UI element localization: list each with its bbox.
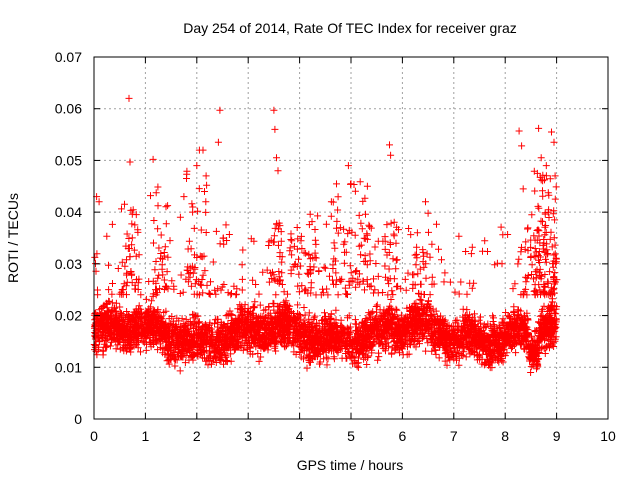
x-axis-label: GPS time / hours [297, 457, 404, 473]
x-tick-label: 10 [600, 428, 616, 444]
x-tick-label: 4 [296, 428, 304, 444]
x-tick-label: 3 [244, 428, 252, 444]
roti-data-points [90, 94, 561, 376]
chart-title: Day 254 of 2014, Rate Of TEC Index for r… [183, 20, 517, 36]
y-axis-label: ROTI / TECUs [5, 193, 21, 283]
y-tick-label: 0.04 [55, 204, 82, 220]
x-tick-label: 7 [450, 428, 458, 444]
points-layer [90, 94, 561, 376]
ticks-layer: 0 1 2 3 4 5 6 7 8 9 10 0 0.01 0.02 0.03 0.04 0.05 0.06 0.0… [55, 49, 616, 444]
x-tick-label: 2 [193, 428, 201, 444]
y-tick-label: 0.03 [55, 256, 82, 272]
x-tick-label: 5 [347, 428, 355, 444]
y-tick-label: 0.06 [55, 101, 82, 117]
y-tick-label: 0.07 [55, 49, 82, 65]
x-tick-label: 1 [142, 428, 150, 444]
x-tick-label: 0 [90, 428, 98, 444]
y-tick-label: 0.01 [55, 359, 82, 375]
y-tick-label: 0 [74, 411, 82, 427]
x-tick-label: 9 [553, 428, 561, 444]
y-tick-label: 0.02 [55, 308, 82, 324]
x-tick-label: 6 [399, 428, 407, 444]
y-tick-label: 0.05 [55, 152, 82, 168]
x-tick-label: 8 [501, 428, 509, 444]
